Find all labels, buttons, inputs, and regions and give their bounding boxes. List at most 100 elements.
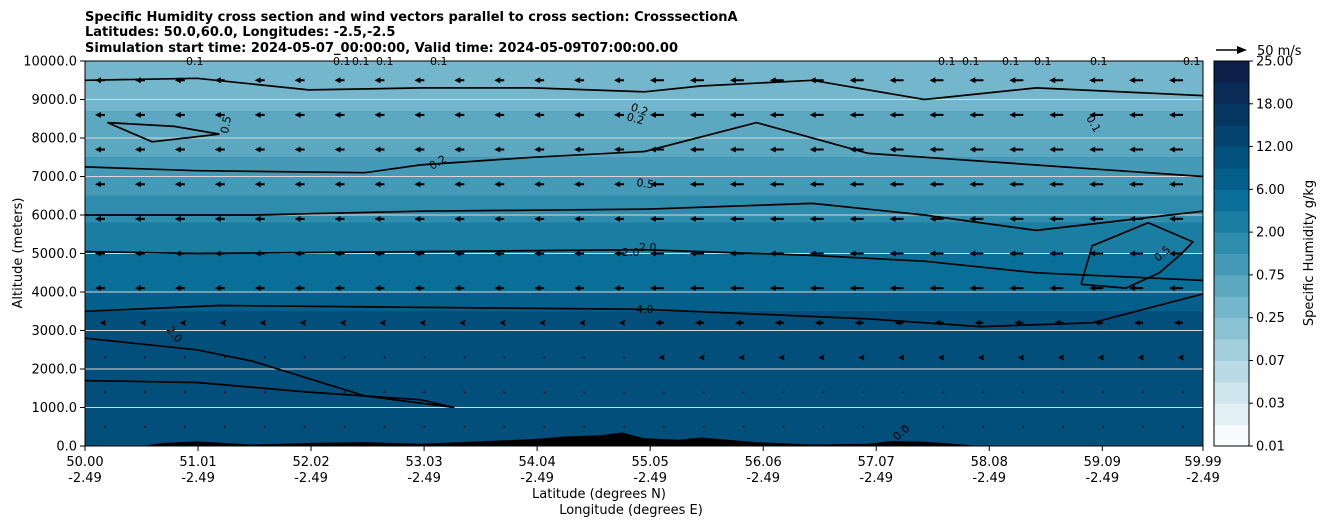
colorbar-tick-label: 0.01	[1256, 440, 1285, 455]
vector-key-label: 50 m/s	[1257, 44, 1302, 59]
wind-vector	[818, 354, 825, 361]
wind-vector	[809, 77, 824, 84]
wind-vector	[969, 285, 984, 292]
wind-vector	[134, 215, 145, 222]
wind-vector	[503, 391, 506, 393]
wind-vector	[614, 250, 625, 257]
wind-vector	[862, 391, 865, 393]
wind-vector	[263, 356, 266, 359]
wind-vector	[254, 146, 265, 153]
colorbar-swatch	[1214, 253, 1249, 276]
wind-vector	[689, 215, 704, 222]
wind-vector	[454, 250, 465, 257]
x-tick-label-lon: -2.49	[633, 471, 667, 486]
wind-vector	[614, 111, 625, 118]
colorbar-swatch	[1214, 146, 1249, 169]
wind-vector	[294, 111, 305, 118]
wind-vector	[183, 425, 186, 428]
wind-vector	[454, 77, 465, 84]
wind-vector	[1089, 77, 1104, 84]
wind-vector	[769, 285, 784, 292]
x-axis: 50.00-2.4951.01-2.4952.02-2.4953.03-2.49…	[66, 446, 1222, 486]
wind-vector	[1009, 181, 1024, 188]
wind-vector	[849, 181, 864, 188]
colorbar-swatch	[1214, 317, 1249, 340]
wind-vector	[889, 146, 904, 153]
wind-vector	[454, 215, 465, 222]
wind-vector	[858, 354, 865, 361]
wind-vector	[849, 111, 864, 118]
contour-line	[1080, 221, 1195, 289]
wind-vector	[183, 356, 186, 359]
wind-vector	[1142, 391, 1145, 393]
contour-label: 0.2	[629, 101, 650, 119]
wind-vector	[334, 181, 345, 188]
wind-vector	[254, 111, 265, 118]
colorbar-swatch	[1214, 125, 1249, 148]
wind-vector	[1049, 181, 1064, 188]
x-tick-label-lat: 51.01	[179, 455, 216, 470]
wind-vector	[937, 354, 944, 361]
y-tick-label: 3000.0	[32, 324, 78, 339]
colorbar-tick-label: 0.03	[1256, 397, 1285, 412]
wind-vector	[809, 285, 824, 292]
wind-vector	[134, 111, 145, 118]
wind-vector	[849, 77, 864, 84]
wind-vector	[649, 146, 664, 153]
wind-vector	[1129, 77, 1144, 84]
vector-key-arrowhead	[1237, 46, 1247, 54]
wind-vector	[254, 77, 265, 84]
wind-vector	[294, 215, 305, 222]
colorbar-tick-label: 6.00	[1256, 183, 1285, 198]
wind-vector	[583, 425, 586, 428]
wind-vector	[889, 215, 904, 222]
wind-vector	[769, 146, 784, 153]
wind-vector	[94, 215, 105, 222]
wind-vector	[614, 285, 625, 292]
wind-vector	[454, 111, 465, 118]
wind-vector	[223, 425, 226, 428]
wind-vector	[623, 391, 625, 393]
wind-vector	[494, 181, 505, 188]
x-tick-label-lon: -2.49	[407, 471, 441, 486]
contour-label: 0.1	[1002, 55, 1020, 68]
wind-vector	[414, 250, 425, 257]
colorbar-swatch	[1214, 189, 1249, 212]
wind-vector	[1049, 146, 1064, 153]
wind-vector	[929, 285, 944, 292]
contour-label: 0.1	[962, 55, 980, 68]
wind-vector	[649, 250, 664, 257]
wind-vector	[663, 391, 665, 393]
wind-vector	[534, 181, 545, 188]
wind-vector	[339, 319, 346, 326]
wind-vector	[698, 354, 705, 361]
wind-vector	[179, 319, 186, 326]
wind-vector	[494, 250, 505, 257]
wind-vector	[214, 181, 225, 188]
y-tick-label: 2000.0	[32, 363, 78, 378]
wind-vector	[414, 77, 425, 84]
wind-vector	[299, 319, 306, 326]
wind-vector	[889, 111, 904, 118]
wind-vector	[174, 77, 185, 84]
humidity-contours	[85, 77, 1203, 409]
wind-vector	[574, 181, 585, 188]
wind-vector	[969, 215, 984, 222]
wind-vector	[414, 146, 425, 153]
wind-vector	[174, 181, 185, 188]
wind-vector	[649, 181, 664, 188]
colorbar-swatch	[1214, 403, 1249, 426]
wind-vector	[614, 215, 625, 222]
wind-vector	[334, 77, 345, 84]
wind-vector	[1102, 391, 1105, 393]
wind-vector	[942, 425, 945, 428]
wind-vector	[1129, 111, 1144, 118]
wind-vector	[769, 250, 784, 257]
colorbar-tick-label: 0.25	[1256, 311, 1285, 326]
x-tick-label-lon: -2.49	[1186, 471, 1220, 486]
wind-vector	[463, 425, 466, 428]
wind-vector	[379, 319, 386, 326]
x-tick-label-lon: -2.49	[181, 471, 215, 486]
wind-vector	[104, 425, 106, 428]
wind-vector	[822, 391, 825, 393]
